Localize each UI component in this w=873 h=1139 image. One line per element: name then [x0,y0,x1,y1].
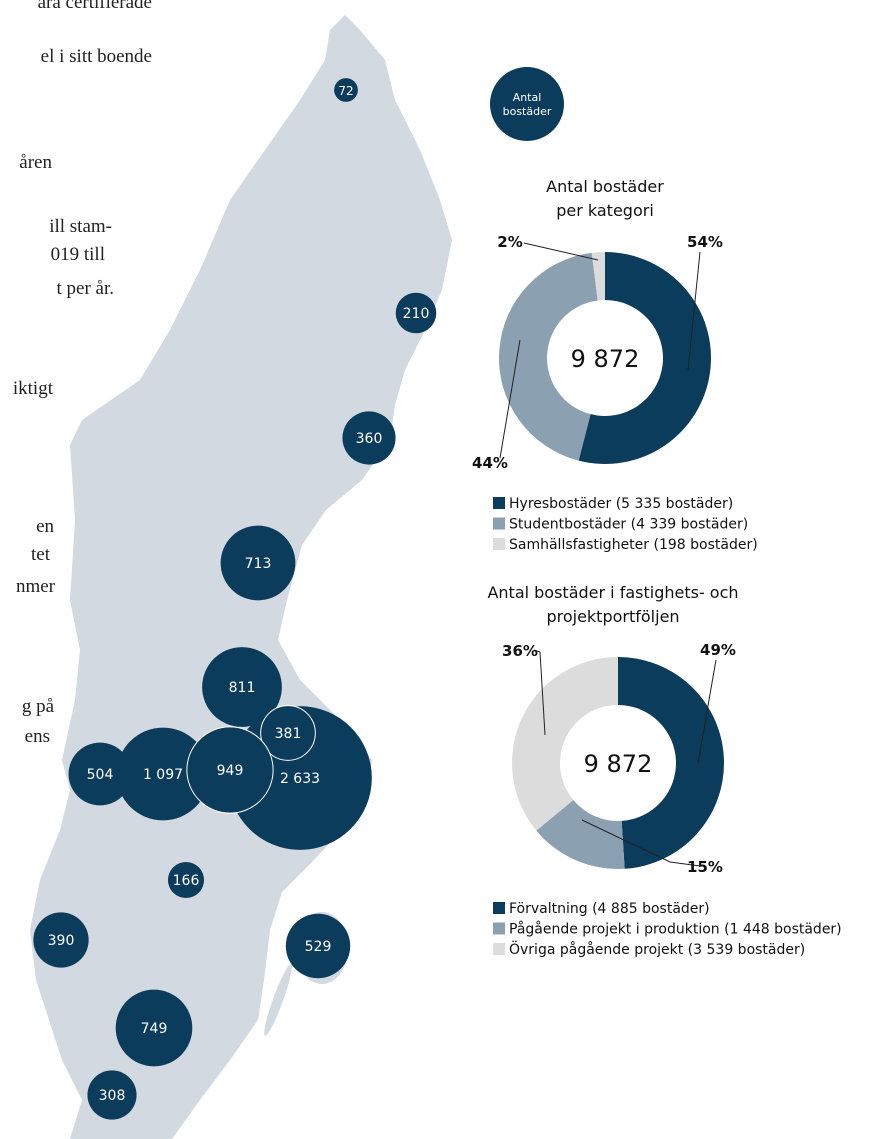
legend-swatch [493,943,505,955]
map-oland [264,964,292,1036]
body-text: ill stam- [49,216,112,237]
bubble-label: 949 [217,763,244,779]
bubble-label: 1 097 [143,767,183,783]
body-text: en [36,516,54,537]
legend-swatch [493,902,505,914]
leader-line [697,659,717,764]
bubble-label: 2 633 [280,771,320,787]
bubble-label: 713 [245,556,272,572]
bubble-label: 749 [141,1021,168,1037]
bubble-label: 360 [356,431,383,447]
bubble-label: 166 [173,873,200,889]
bubble-label: 504 [87,767,114,783]
leader-line [581,819,701,867]
value-label: 44% [472,454,508,472]
bubble [334,78,358,102]
bubble-label: 529 [305,939,332,955]
donut-slice [591,252,605,301]
bubble [116,727,210,821]
chart-title: per kategori [556,201,654,220]
legend-swatch [493,538,505,550]
bubble [68,742,132,806]
donut-center-label: 9 872 [584,750,653,778]
legend-bubble-label: Antal [513,91,542,104]
bubble-label: 72 [338,84,353,98]
body-text: ara certifierade [38,0,152,13]
donut-slice [536,799,625,869]
bubble-label: 308 [99,1088,126,1104]
bubble [87,1070,137,1120]
body-text: el i sitt boende [41,46,152,67]
leader-line [523,242,599,261]
bubble [202,647,282,727]
legend-bubble [490,67,564,141]
body-text: t per år. [56,278,114,299]
value-label: 2% [497,233,522,251]
chart-title: projektportföljen [546,607,679,626]
body-text: g på [22,696,55,717]
leader-line [687,251,701,371]
body-text: ens [25,726,50,747]
value-label: 36% [502,642,538,660]
legend-label: Övriga pågående projekt (3 539 bostäder) [509,940,805,958]
bubble [33,912,89,968]
bubble [167,861,205,899]
legend-swatch [493,517,505,530]
bubble-label: 381 [275,726,302,742]
legend-swatch [493,497,505,509]
bubble-label: 390 [48,933,75,949]
donut-slice [578,252,711,464]
bubble [115,989,193,1067]
leader-line [499,339,521,459]
donut-center-label: 9 872 [571,345,640,373]
bubble-label: 811 [229,680,256,696]
donut-slice [618,657,725,869]
bubble [285,913,351,979]
bubble [395,292,437,334]
legend-label: Hyresbostäder (5 335 bostäder) [509,496,733,512]
legend-label: Studentbostäder (4 339 bostäder) [509,517,748,533]
bubble-label: 210 [403,306,430,322]
legend-label: Förvaltning (4 885 bostäder) [509,901,710,917]
legend-label: Samhällsfastigheter (198 bostäder) [509,537,758,553]
value-label: 15% [687,858,723,876]
body-text: åren [19,152,52,173]
bubble [220,525,296,601]
body-text: nmer [16,576,56,597]
value-label: 54% [687,233,723,251]
donut-slice [498,252,598,461]
chart-title: Antal bostäder [546,177,664,196]
legend-label: Pågående projekt i produktion (1 448 bos… [509,921,842,938]
legend-bubble-label: bostäder [503,105,552,118]
body-text: 019 till [51,244,105,265]
donut-slice [512,657,618,831]
bubble [260,705,316,761]
leader-line [533,649,546,736]
bubble [186,726,274,814]
legend-swatch [493,922,505,935]
bubble [342,411,396,465]
body-text: iktigt [13,378,54,399]
value-label: 49% [700,641,736,659]
body-text: tet [31,544,51,565]
chart-title: Antal bostäder i fastighets- och [487,583,738,602]
